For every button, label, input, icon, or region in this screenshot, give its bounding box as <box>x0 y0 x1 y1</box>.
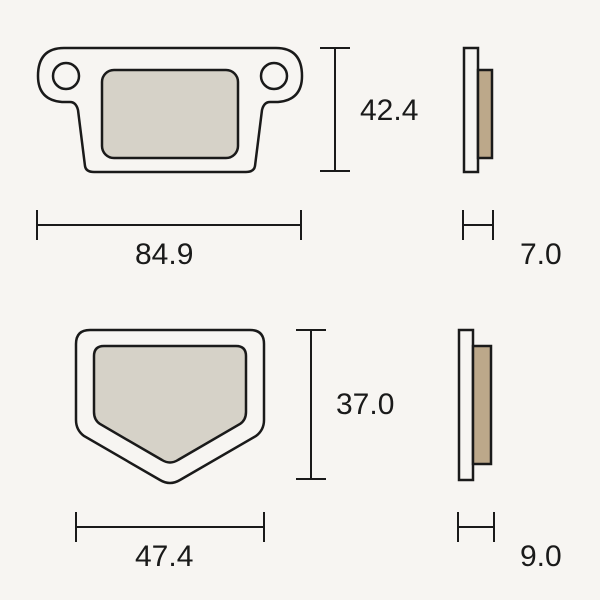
dim-bar <box>36 224 302 226</box>
bottom-pad-height-label: 37.0 <box>336 388 394 422</box>
bottom-pad-width-label: 47.4 <box>135 540 193 574</box>
top-pad-side <box>460 40 500 180</box>
top-pad-thickness-label: 7.0 <box>520 238 562 272</box>
bottom-pad-thickness-label: 9.0 <box>520 540 562 574</box>
dim-bar <box>310 329 312 480</box>
top-pad-shape <box>30 40 310 180</box>
brake-pad-diagram: 42.4 84.9 7.0 37.0 47.4 9.0 <box>0 0 600 600</box>
dim-bar <box>75 526 265 528</box>
bottom-pad-side <box>455 320 505 490</box>
top-pad-height-label: 42.4 <box>360 94 418 128</box>
bottom-pad-shape <box>60 320 280 490</box>
dim-bar <box>457 526 495 528</box>
dim-bar <box>334 47 336 172</box>
top-pad-width-label: 84.9 <box>135 238 193 272</box>
dim-bar <box>462 224 494 226</box>
